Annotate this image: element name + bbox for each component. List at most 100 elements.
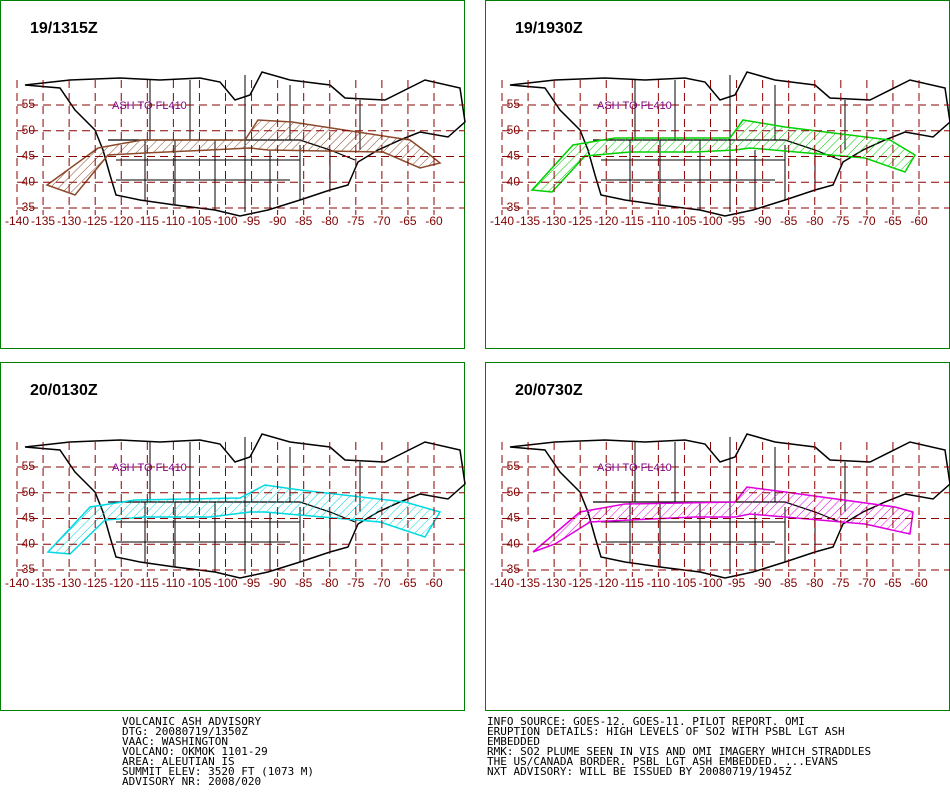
lon-tick-label: -125 [83, 214, 107, 228]
lon-tick-label: -110 [647, 214, 670, 228]
lat-tick-label: 45 [507, 511, 521, 525]
lon-tick-label: -110 [162, 576, 185, 590]
lon-tick-label: -115 [621, 576, 644, 590]
lat-tick-label: 35 [22, 200, 36, 214]
panel-frame [0, 0, 465, 349]
lon-tick-label: -70 [373, 214, 391, 228]
lon-tick-label: -120 [109, 214, 133, 228]
lon-tick-label: -95 [243, 576, 261, 590]
lon-tick-label: -120 [594, 214, 618, 228]
lon-tick-label: -100 [698, 214, 722, 228]
lon-tick-label: -65 [399, 576, 417, 590]
lat-tick-label: 50 [507, 485, 521, 499]
lon-tick-label: -90 [754, 576, 772, 590]
ash-polygon [45, 119, 442, 196]
lat-tick-label: 35 [507, 562, 521, 576]
advisory-line: ERUPTION DETAILS: HIGH LEVELS OF SO2 WIT… [487, 725, 845, 738]
lon-tick-label: -115 [136, 214, 159, 228]
lat-tick-label: 55 [507, 97, 521, 111]
advisory-line: RMK: SO2 PLUME SEEN IN VIS AND OMI IMAGE… [487, 745, 871, 758]
advisory-line: VAAC: WASHINGTON [122, 735, 228, 748]
lon-tick-label: -105 [187, 576, 211, 590]
ash-polygon [532, 486, 914, 553]
lat-tick-label: 45 [507, 149, 521, 163]
lon-tick-label: -75 [832, 576, 850, 590]
lon-tick-label: -70 [858, 214, 876, 228]
ash-label: ASH TO FL410 [112, 462, 187, 474]
lon-tick-label: -70 [858, 576, 876, 590]
advisory-line: EMBEDDED [487, 735, 540, 748]
lon-tick-label: -60 [425, 214, 443, 228]
lat-tick-label: 40 [22, 174, 36, 188]
ash-polygon [46, 484, 442, 555]
lon-tick-label: -90 [269, 214, 287, 228]
lat-tick-label: 40 [507, 536, 521, 550]
lat-tick-label: 50 [22, 485, 36, 499]
panel-time: 20/0130Z [30, 382, 98, 399]
lon-tick-label: -140 [490, 576, 514, 590]
ash-label: ASH TO FL410 [597, 462, 672, 474]
lon-tick-label: -60 [910, 576, 928, 590]
panel-time: 19/1315Z [30, 20, 98, 37]
lon-tick-label: -85 [780, 214, 798, 228]
advisory-line: INFO SOURCE: GOES-12. GOES-11. PILOT REP… [487, 715, 805, 728]
lat-tick-label: 40 [22, 536, 36, 550]
lon-tick-label: -140 [490, 214, 514, 228]
lat-tick-label: 40 [507, 174, 521, 188]
lat-tick-label: 45 [22, 511, 36, 525]
lon-tick-label: -70 [373, 576, 391, 590]
lon-tick-label: -105 [187, 214, 211, 228]
lon-tick-label: -60 [910, 214, 928, 228]
lon-tick-label: -60 [425, 576, 443, 590]
advisory-line: ADVISORY NR: 2008/020 [122, 775, 261, 788]
lon-tick-label: -125 [568, 576, 592, 590]
lat-tick-label: 50 [22, 123, 36, 137]
lon-tick-label: -100 [698, 576, 722, 590]
ash-label: ASH TO FL410 [597, 100, 672, 112]
lon-tick-label: -130 [542, 576, 566, 590]
lon-tick-label: -130 [542, 214, 566, 228]
advisory-line: NXT ADVISORY: WILL BE ISSUED BY 20080719… [487, 765, 792, 778]
lon-tick-label: -140 [5, 214, 29, 228]
advisory-line: SUMMIT ELEV: 3520 FT (1073 M) [122, 765, 314, 778]
lon-tick-label: -90 [754, 214, 772, 228]
lon-tick-label: -95 [728, 214, 746, 228]
ash-label: ASH TO FL410 [112, 100, 187, 112]
lat-tick-label: 55 [507, 459, 521, 473]
lon-tick-label: -90 [269, 576, 287, 590]
lon-tick-label: -75 [832, 214, 850, 228]
lon-tick-label: -110 [162, 214, 185, 228]
lon-tick-label: -100 [213, 214, 237, 228]
lon-tick-label: -80 [321, 576, 339, 590]
lon-tick-label: -135 [31, 576, 55, 590]
panel-time: 20/0730Z [515, 382, 583, 399]
ash-polygon [530, 119, 917, 193]
lon-tick-label: -75 [347, 576, 365, 590]
lon-tick-label: -80 [321, 214, 339, 228]
lon-tick-label: -135 [31, 214, 55, 228]
lon-tick-label: -65 [399, 214, 417, 228]
lat-tick-label: 45 [22, 149, 36, 163]
lon-tick-label: -85 [780, 576, 798, 590]
lon-tick-label: -75 [347, 214, 365, 228]
lon-tick-label: -120 [594, 576, 618, 590]
lon-tick-label: -115 [621, 214, 644, 228]
lon-tick-label: -105 [672, 576, 696, 590]
advisory-line: AREA: ALEUTIAN IS [122, 755, 235, 768]
lon-tick-label: -110 [647, 576, 670, 590]
lat-tick-label: 35 [507, 200, 521, 214]
advisory-line: VOLCANIC ASH ADVISORY [122, 715, 261, 728]
panel-time: 19/1930Z [515, 20, 583, 37]
lat-tick-label: 55 [22, 97, 36, 111]
advisory-line: THE US/CANADA BORDER. PSBL LGT ASH EMBED… [487, 755, 838, 768]
advisory-line: DTG: 20080719/1350Z [122, 725, 248, 738]
lon-tick-label: -135 [516, 214, 540, 228]
lon-tick-label: -85 [295, 576, 313, 590]
lon-tick-label: -140 [5, 576, 29, 590]
lon-tick-label: -65 [884, 576, 902, 590]
lon-tick-label: -130 [57, 214, 81, 228]
